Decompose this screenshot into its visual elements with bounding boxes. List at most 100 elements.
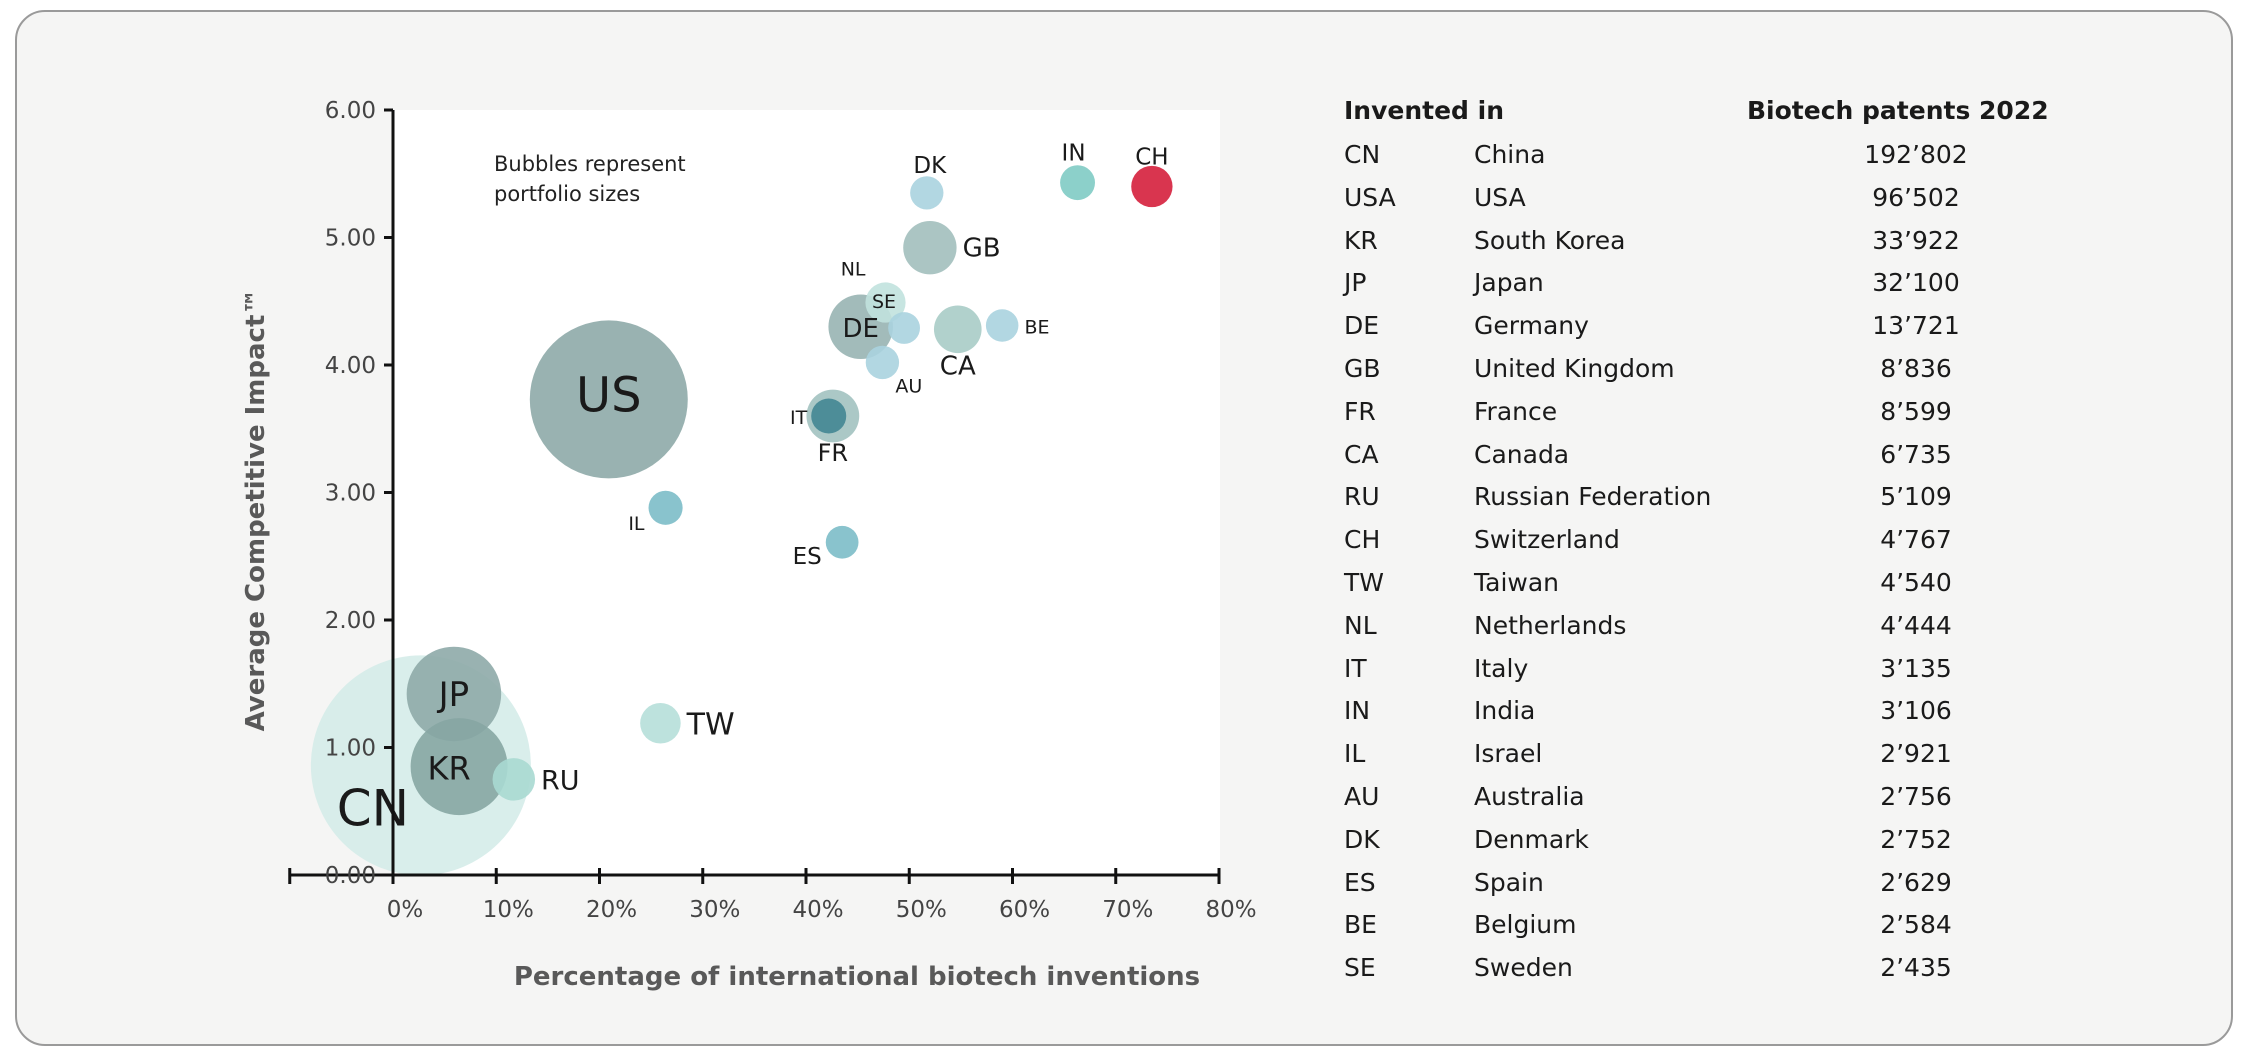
y-tick-label: 6.00 bbox=[325, 98, 376, 124]
bubble-label-tw: TW bbox=[686, 707, 735, 742]
bubble-label-cn: CN bbox=[337, 779, 409, 837]
country-code: SE bbox=[1344, 953, 1376, 983]
patent-count: 5’109 bbox=[1880, 482, 1952, 512]
bubble-label-il: IL bbox=[628, 513, 645, 535]
table-header-invented-in: Invented in bbox=[1344, 96, 1505, 125]
bubble-label-se: SE bbox=[872, 291, 896, 313]
x-tick-label: 60% bbox=[999, 897, 1050, 923]
x-tick-label: 20% bbox=[586, 897, 637, 923]
bubble-gb bbox=[903, 221, 957, 275]
plot-area bbox=[393, 110, 1220, 875]
bubble-it bbox=[811, 398, 847, 434]
x-tick-label: 40% bbox=[792, 897, 843, 923]
country-name: France bbox=[1474, 396, 1558, 426]
table-header-patents: Biotech patents 2022 bbox=[1747, 96, 2049, 125]
x-tick-label: 70% bbox=[1102, 897, 1153, 923]
patent-count: 4’540 bbox=[1880, 568, 1952, 597]
country-code: RU bbox=[1344, 482, 1380, 512]
bubble-label-ch: CH bbox=[1135, 145, 1168, 171]
bubble-label-it: IT bbox=[790, 407, 808, 429]
country-name: Israel bbox=[1474, 739, 1543, 769]
patent-count: 2’629 bbox=[1880, 867, 1952, 897]
patent-count: 192’802 bbox=[1864, 140, 1968, 169]
bubble-ca bbox=[933, 305, 982, 354]
x-axis-label: Percentage of international biotech inve… bbox=[514, 962, 1200, 992]
country-code: IL bbox=[1344, 739, 1366, 769]
country-code: DE bbox=[1344, 311, 1380, 341]
country-name: Sweden bbox=[1474, 953, 1573, 983]
country-name: China bbox=[1474, 140, 1546, 169]
country-name: Netherlands bbox=[1474, 610, 1627, 640]
bubble-se bbox=[888, 312, 920, 344]
bubble-label-ca: CA bbox=[940, 351, 976, 381]
bubble-label-us: US bbox=[576, 367, 642, 423]
bubble-ru bbox=[492, 758, 536, 801]
country-code: KR bbox=[1344, 225, 1378, 255]
bubble-es bbox=[825, 525, 859, 559]
country-code: CN bbox=[1344, 140, 1381, 169]
bubble-label-nl: NL bbox=[841, 259, 866, 281]
bubble-label-de: DE bbox=[842, 314, 878, 344]
x-tick-label: 80% bbox=[1205, 897, 1256, 923]
annotation-line-2: portfolio sizes bbox=[494, 182, 640, 206]
bubble-label-dk: DK bbox=[913, 153, 947, 179]
patent-count: 32’100 bbox=[1872, 268, 1960, 298]
country-name: Spain bbox=[1474, 867, 1544, 897]
patent-count: 3’106 bbox=[1880, 696, 1952, 726]
bubble-il bbox=[648, 490, 683, 525]
bubble-label-au: AU bbox=[895, 375, 922, 397]
bubble-label-be: BE bbox=[1024, 316, 1049, 338]
country-code: NL bbox=[1344, 610, 1377, 640]
patent-count: 2’584 bbox=[1880, 910, 1952, 940]
annotation-line-1: Bubbles represent bbox=[494, 152, 686, 176]
y-tick-label: 4.00 bbox=[325, 353, 376, 379]
country-name: Denmark bbox=[1474, 824, 1589, 854]
bubble-label-gb: GB bbox=[963, 234, 1001, 264]
country-name: Japan bbox=[1474, 268, 1544, 298]
country-code: CH bbox=[1344, 525, 1381, 555]
country-name: Russian Federation bbox=[1474, 482, 1712, 512]
y-tick-label: 1.00 bbox=[325, 736, 376, 762]
country-name: India bbox=[1474, 696, 1536, 726]
patent-count: 33’922 bbox=[1872, 225, 1960, 255]
country-code: IT bbox=[1344, 653, 1367, 683]
country-name: Belgium bbox=[1474, 910, 1577, 940]
country-code: AU bbox=[1344, 782, 1380, 811]
patent-count: 4’767 bbox=[1880, 525, 1952, 555]
patent-count: 6’735 bbox=[1880, 439, 1952, 469]
patent-count: 8’599 bbox=[1880, 396, 1952, 426]
bubble-label-ru: RU bbox=[541, 765, 580, 796]
y-axis-label: Average Competitive Impact™ bbox=[241, 289, 271, 732]
bubble-us bbox=[529, 320, 688, 479]
country-code: IN bbox=[1344, 696, 1371, 726]
bubble-nl bbox=[865, 282, 906, 323]
y-tick-label: 0.00 bbox=[325, 863, 376, 889]
country-name: South Korea bbox=[1474, 225, 1626, 255]
country-code: USA bbox=[1344, 182, 1396, 212]
country-code: ES bbox=[1344, 867, 1376, 897]
bubble-ch bbox=[1131, 165, 1173, 208]
bubble-be bbox=[985, 309, 1019, 342]
patent-count: 2’752 bbox=[1880, 824, 1952, 854]
country-name: Italy bbox=[1474, 653, 1529, 683]
country-name: Switzerland bbox=[1474, 525, 1620, 555]
country-name: Germany bbox=[1474, 311, 1589, 341]
patent-count: 13’721 bbox=[1872, 311, 1960, 341]
country-code: CA bbox=[1344, 439, 1379, 469]
bubble-label-fr: FR bbox=[818, 439, 848, 467]
bubble-jp bbox=[406, 646, 502, 742]
bubble-label-in: IN bbox=[1062, 141, 1086, 167]
bubble-kr bbox=[410, 718, 508, 816]
country-code: GB bbox=[1344, 354, 1381, 383]
country-name: United Kingdom bbox=[1474, 354, 1675, 383]
bubble-au bbox=[865, 345, 900, 380]
bubble-label-kr: KR bbox=[427, 750, 470, 788]
country-code: DK bbox=[1344, 824, 1380, 854]
y-tick-label: 5.00 bbox=[325, 226, 376, 252]
country-code: TW bbox=[1344, 568, 1384, 597]
x-tick-label: 0% bbox=[387, 897, 424, 923]
patent-count: 96’502 bbox=[1872, 182, 1960, 212]
country-code: BE bbox=[1344, 910, 1377, 940]
bubble-dk bbox=[910, 176, 944, 210]
